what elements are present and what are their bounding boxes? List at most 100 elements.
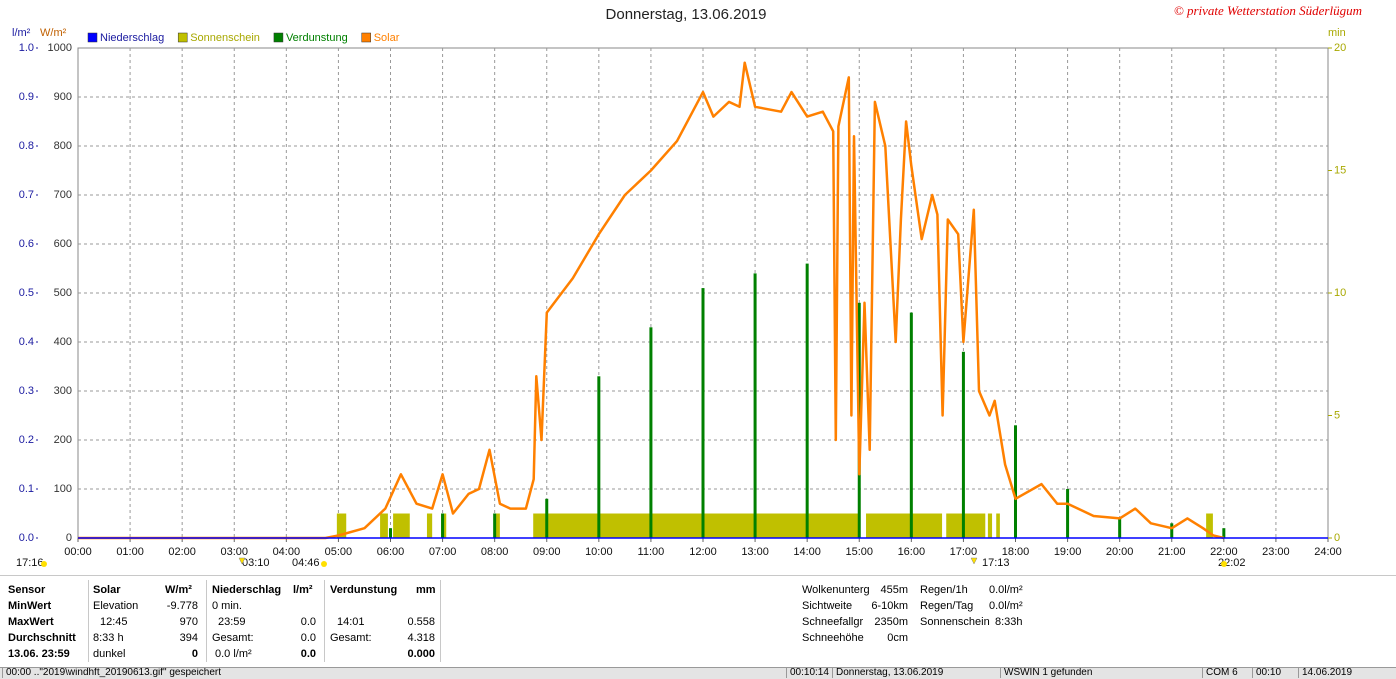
y3-tick-label: 1.0	[19, 42, 34, 54]
info-value: 2350m	[874, 616, 908, 628]
sunshine-bar	[426, 513, 433, 538]
cell: Gesamt:	[330, 632, 372, 644]
row-label: Durchschnitt	[8, 632, 76, 644]
sunshine-bar	[336, 513, 347, 538]
evaporation-bar	[753, 273, 757, 538]
evaporation-bar	[545, 498, 549, 538]
x-tick-label: 08:00	[481, 546, 509, 558]
legend-swatch	[361, 32, 371, 43]
evaporation-bar	[701, 288, 705, 538]
y2-label: min	[1328, 27, 1346, 39]
x-tick-label: 11:00	[638, 546, 665, 558]
y-label: W/m²	[40, 27, 67, 39]
legend-label: Verdunstung	[286, 32, 348, 44]
separator	[324, 580, 325, 662]
x-tick-label: 09:00	[533, 546, 561, 558]
y2-tick-label: 5	[1334, 409, 1340, 421]
x-tick-label: 22:00	[1210, 546, 1238, 558]
x-tick-label: 06:00	[377, 546, 405, 558]
legend-label: Sonnenschein	[190, 32, 260, 44]
y2-tick-label: 10	[1334, 287, 1346, 299]
annotation: 04:46	[292, 557, 320, 569]
chart-title: Donnerstag, 13.06.2019	[606, 6, 767, 23]
cell: Gesamt:	[212, 632, 254, 644]
y3-label: l/m²	[12, 27, 31, 39]
sunshine-bar	[1206, 513, 1213, 538]
x-tick-label: 17:00	[950, 546, 978, 558]
legend-swatch	[177, 32, 188, 43]
sunshine-bar	[987, 513, 993, 538]
cell: 23:59	[218, 616, 246, 628]
marker-dot	[41, 561, 47, 567]
info-value: 0.0l/m²	[989, 584, 1023, 596]
info-label: Schneehöhe	[802, 632, 864, 644]
legend-label: Solar	[374, 32, 400, 44]
header: Solar	[93, 584, 121, 596]
separator	[440, 580, 441, 662]
y3-tick-label: 0.8	[19, 140, 34, 152]
info-value: 8:33h	[995, 616, 1023, 628]
y-tick-label: 500	[54, 287, 72, 299]
y-tick-label: 0	[66, 532, 72, 544]
info-value: 0.0l/m²	[989, 600, 1023, 612]
x-tick-label: 18:00	[1002, 546, 1030, 558]
info-label: Wolkenunterg	[802, 584, 870, 596]
y3-tick-label: 0.1	[19, 483, 34, 495]
cell: 0.0	[300, 632, 316, 644]
evaporation-bar	[1066, 489, 1070, 538]
status-bar	[0, 667, 1396, 679]
unit: l/m²	[293, 584, 313, 596]
row-label: MinWert	[8, 600, 52, 612]
x-tick-label: 24:00	[1314, 546, 1342, 558]
header: Niederschlag	[212, 584, 282, 596]
chart: Donnerstag, 13.06.2019 © private Wetters…	[12, 3, 1362, 569]
marker-arrow	[970, 557, 978, 565]
cell: -9.778	[166, 600, 198, 612]
y3-tick-label: 0.4	[19, 336, 34, 348]
cell: 0.558	[407, 616, 435, 628]
evaporation-bar	[1222, 528, 1226, 538]
cell: 14:01	[337, 616, 365, 628]
sunshine-bar	[393, 513, 410, 538]
cell: 0.000	[407, 648, 435, 660]
status-cell: COM 6	[1202, 668, 1250, 678]
sunshine-bar	[996, 513, 1000, 538]
header: Verdunstung	[330, 584, 398, 596]
evaporation-bar	[597, 376, 601, 538]
y3-tick-label: 0.2	[19, 434, 34, 446]
evaporation-bar	[1118, 518, 1122, 538]
x-tick-label: 21:00	[1158, 546, 1186, 558]
cell: 0 min.	[212, 600, 242, 612]
x-tick-label: 02:00	[168, 546, 196, 558]
x-tick-label: 01:00	[116, 546, 144, 558]
info-label: Schneefallgr	[802, 616, 864, 628]
unit: mm	[416, 584, 436, 596]
y3-tick-label: 0.5	[19, 287, 34, 299]
y3-tick-label: 0.7	[19, 189, 34, 201]
y-tick-label: 400	[54, 336, 72, 348]
y-tick-label: 700	[54, 189, 72, 201]
x-tick-label: 07:00	[429, 546, 457, 558]
y-tick-label: 900	[54, 91, 72, 103]
status-cell: Donnerstag, 13.06.2019	[832, 668, 998, 678]
separator	[0, 575, 1396, 576]
y3-tick-label: 0.3	[19, 385, 34, 397]
annotation: 17:13	[982, 557, 1010, 569]
y-tick-label: 800	[54, 140, 72, 152]
row-label: Sensor	[8, 584, 46, 596]
status-cell: 00:00 .."2019\windhft_20190613.gif" gesp…	[2, 668, 782, 678]
sunshine-bar	[946, 513, 986, 538]
x-tick-label: 15:00	[845, 546, 873, 558]
cell: 8:33 h	[93, 632, 124, 644]
y2-tick-label: 20	[1334, 42, 1346, 54]
status-cell: 00:10	[1252, 668, 1296, 678]
x-tick-label: 00:00	[64, 546, 92, 558]
separator	[206, 580, 207, 662]
cell: 12:45	[100, 616, 128, 628]
evaporation-bar	[493, 513, 497, 538]
status-cell: 14.06.2019	[1298, 668, 1394, 678]
status-cell: 00:10:14	[786, 668, 830, 678]
cell: 970	[179, 616, 198, 628]
sunshine-bar	[380, 513, 388, 538]
cell: dunkel	[93, 648, 126, 660]
